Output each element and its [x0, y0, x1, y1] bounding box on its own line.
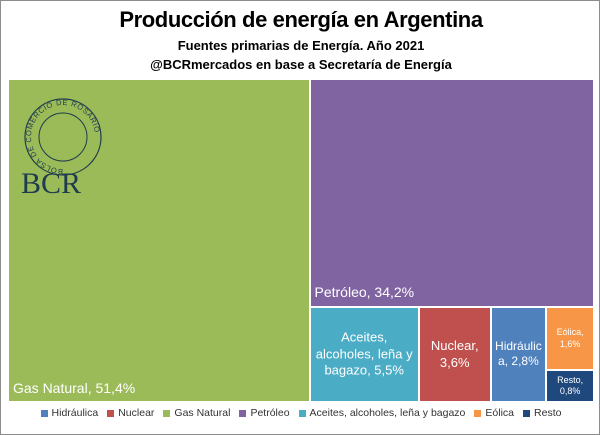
data-label: Petróleo, 34,2%	[314, 284, 415, 301]
legend-item: Resto	[523, 407, 561, 419]
logo-ring	[24, 98, 102, 176]
treemap: Gas Natural, 51,4% Petróleo, 34,2% Aceites…	[8, 79, 594, 402]
chart-title: Producción de energía en Argentina	[119, 7, 483, 32]
logo-text: BCR	[21, 167, 81, 200]
data-label: Aceites, alcoholes, leña y bagazo, 5,5%	[315, 329, 413, 378]
data-label: Gas Natural, 51,4%	[13, 379, 136, 396]
treemap-cell: Aceites, alcoholes, leña y bagazo, 5,5%	[309, 306, 419, 402]
logo-inner	[38, 112, 88, 162]
treemap-cell: Eólica, 1,6%	[546, 306, 594, 371]
legend-label: Aceites, alcoholes, leña y bagazo	[309, 407, 466, 419]
treemap-cell: Petróleo, 34,2%	[309, 79, 594, 307]
data-label: Nuclear, 3,6%	[430, 338, 479, 370]
legend-swatch	[107, 409, 115, 417]
chart-source: @BCRmercados en base a Secretaría de Ene…	[150, 57, 452, 72]
legend-item: Aceites, alcoholes, leña y bagazo	[298, 407, 466, 419]
legend-swatch	[523, 409, 531, 417]
treemap-cell: Hidráulica, 2,8%	[490, 306, 547, 402]
legend-item: Hidráulica	[40, 407, 99, 419]
legend-swatch	[163, 409, 171, 417]
legend-swatch	[298, 409, 306, 417]
chart-subtitle: Fuentes primarias de Energía. Año 2021	[177, 38, 425, 53]
legend-label: Gas Natural	[174, 407, 231, 419]
data-label: Hidráulica, 2,8%	[495, 339, 542, 369]
legend-label: Petróleo	[250, 407, 290, 419]
legend-swatch	[239, 409, 247, 417]
legend-label: Nuclear	[118, 407, 155, 419]
legend-label: Resto	[534, 407, 562, 419]
legend-swatch	[40, 409, 48, 417]
data-label: Eólica, 1,6%	[556, 327, 584, 349]
legend-label: Hidráulica	[51, 407, 99, 419]
treemap-cell: Gas Natural, 51,4%	[8, 79, 310, 402]
legend: Hidráulica Nuclear Gas Natural Petróleo Acei…	[1, 407, 600, 419]
legend-item: Petróleo	[239, 407, 290, 419]
legend-label: Eólica	[485, 407, 515, 419]
data-label: Resto, 0,8%	[557, 374, 584, 397]
legend-item: Nuclear	[107, 407, 154, 419]
legend-swatch	[474, 409, 482, 417]
treemap-cell: Nuclear, 3,6%	[418, 306, 491, 402]
legend-item: Eólica	[474, 407, 514, 419]
treemap-cell: Resto, 0,8%	[546, 370, 594, 402]
legend-item: Gas Natural	[163, 407, 230, 419]
logo: BOLSA DE COMERCIO DE ROSARIO BCR	[21, 98, 102, 200]
